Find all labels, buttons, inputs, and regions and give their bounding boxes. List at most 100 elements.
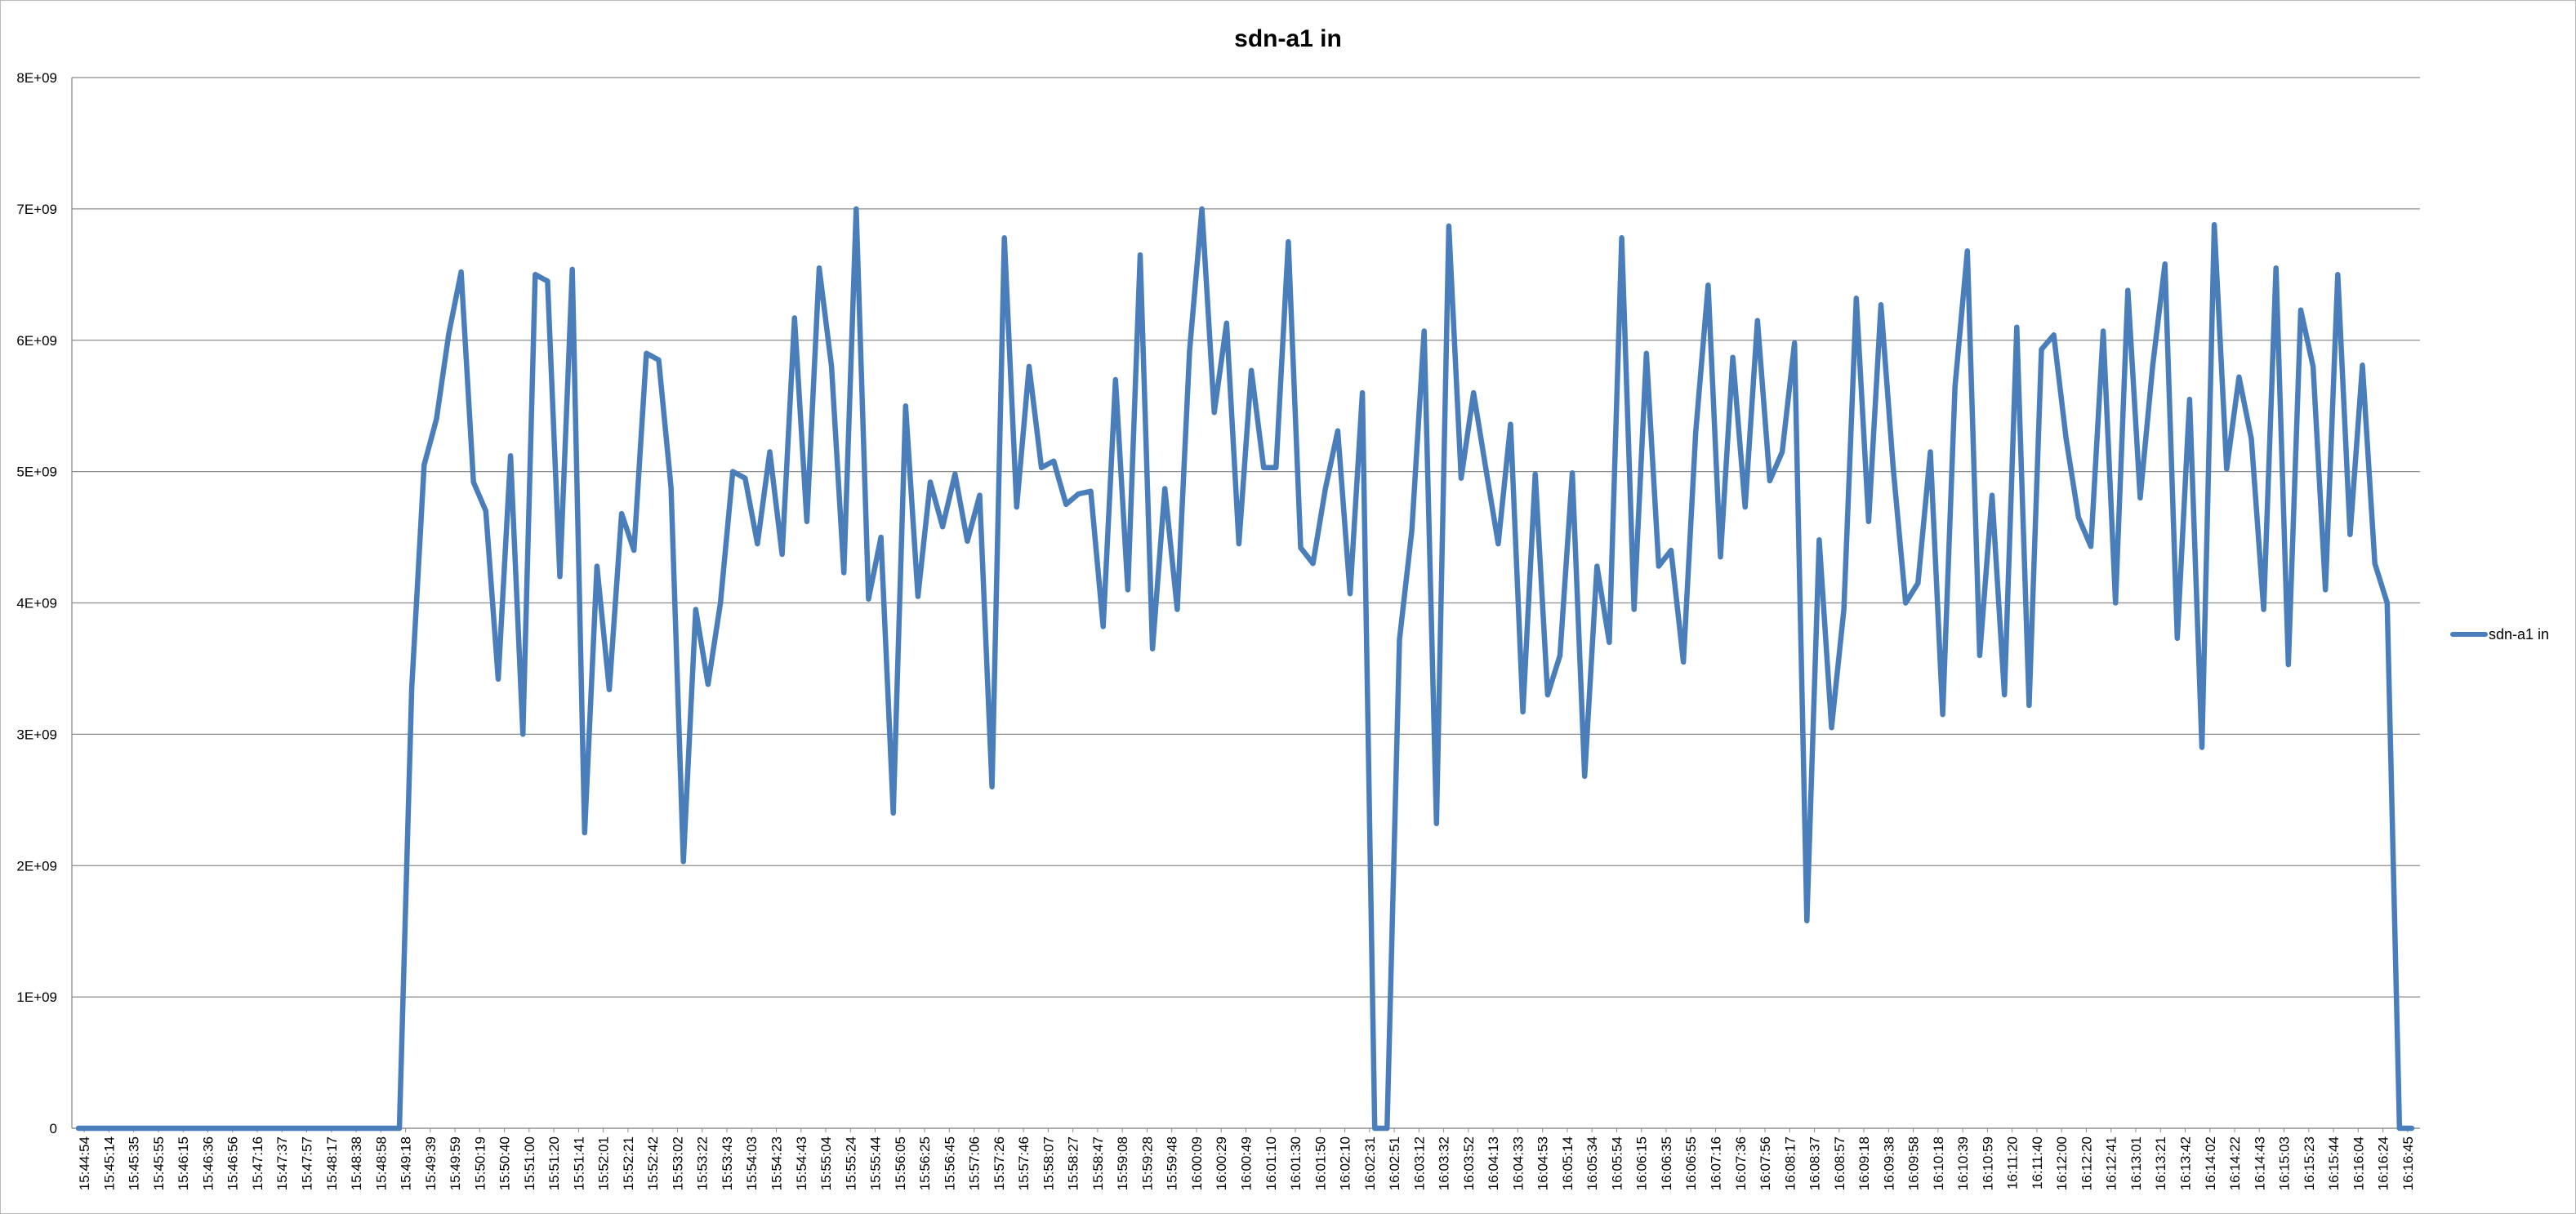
x-tick-label: 16:05:54 xyxy=(1609,1136,1624,1190)
x-tick-label: 15:58:27 xyxy=(1066,1136,1081,1190)
x-tick-label: 16:00:29 xyxy=(1214,1136,1229,1190)
x-tick-label: 16:01:50 xyxy=(1313,1136,1328,1190)
x-tick-label: 16:09:18 xyxy=(1856,1136,1872,1190)
x-tick-label: 15:45:55 xyxy=(151,1136,167,1190)
x-tick-label: 16:03:12 xyxy=(1411,1136,1427,1190)
x-tick-label: 16:12:41 xyxy=(2104,1136,2119,1190)
x-tick-label: 16:02:31 xyxy=(1362,1136,1378,1190)
plot-area xyxy=(75,206,2415,1132)
x-tick-label: 16:05:34 xyxy=(1584,1136,1600,1190)
x-tick-label: 16:07:16 xyxy=(1709,1136,1724,1190)
x-tick-label: 15:47:16 xyxy=(250,1136,265,1190)
y-tick-label: 1E+09 xyxy=(16,989,57,1005)
x-tick-label: 15:53:02 xyxy=(670,1136,685,1190)
chart-title: sdn-a1 in xyxy=(1234,25,1342,52)
x-tick-label: 16:13:21 xyxy=(2153,1136,2168,1190)
x-tick-label: 15:57:46 xyxy=(1016,1136,1032,1190)
x-tick-label: 15:56:25 xyxy=(917,1136,933,1190)
x-tick-label: 15:54:03 xyxy=(744,1136,760,1190)
y-tick-label: 7E+09 xyxy=(16,202,57,217)
x-tick-label: 15:55:44 xyxy=(868,1136,884,1190)
x-tick-label: 16:06:55 xyxy=(1683,1136,1699,1190)
x-tick-label: 15:45:14 xyxy=(101,1136,117,1190)
x-tick-label: 16:03:52 xyxy=(1461,1136,1477,1190)
x-tick-label: 16:14:43 xyxy=(2252,1136,2267,1190)
x-tick-label: 15:47:57 xyxy=(300,1136,315,1190)
x-tick-label: 16:16:45 xyxy=(2400,1136,2416,1190)
x-tick-label: 15:46:15 xyxy=(176,1136,191,1190)
x-tick-label: 15:53:43 xyxy=(720,1136,735,1190)
legend-label: sdn-a1 in xyxy=(2489,626,2549,643)
x-tick-label: 15:55:24 xyxy=(843,1136,858,1190)
x-tick-label: 15:51:20 xyxy=(546,1136,562,1190)
x-tick-label: 15:49:18 xyxy=(399,1136,414,1190)
x-tick-label: 16:04:53 xyxy=(1535,1136,1551,1190)
x-tick-label: 15:45:35 xyxy=(127,1136,142,1190)
x-tick-label: 16:07:36 xyxy=(1733,1136,1749,1190)
x-tick-label: 16:04:33 xyxy=(1510,1136,1526,1190)
x-tick-label: 15:59:48 xyxy=(1165,1136,1180,1190)
x-tick-label: 15:59:28 xyxy=(1139,1136,1155,1190)
x-tick-label: 15:53:22 xyxy=(695,1136,711,1190)
x-tick-label: 16:08:37 xyxy=(1807,1136,1823,1190)
x-tick-label: 15:54:23 xyxy=(769,1136,785,1190)
x-tick-label: 15:57:26 xyxy=(992,1136,1007,1190)
x-tick-label: 16:15:03 xyxy=(2277,1136,2293,1190)
x-tick-label: 15:51:41 xyxy=(571,1136,586,1190)
y-tick-label: 6E+09 xyxy=(16,333,57,349)
x-tick-label: 16:00:09 xyxy=(1189,1136,1205,1190)
x-tick-label: 16:14:02 xyxy=(2203,1136,2218,1190)
x-tick-label: 16:13:01 xyxy=(2128,1136,2144,1190)
x-tick-label: 16:01:10 xyxy=(1263,1136,1279,1190)
x-tick-label: 15:56:05 xyxy=(893,1136,908,1190)
y-tick-label: 5E+09 xyxy=(16,465,57,480)
y-tick-label: 4E+09 xyxy=(16,596,57,611)
x-tick-label: 16:14:22 xyxy=(2227,1136,2243,1190)
x-tick-label: 15:52:01 xyxy=(596,1136,612,1190)
x-tick-label: 15:49:39 xyxy=(423,1136,439,1190)
x-tick-label: 16:02:10 xyxy=(1338,1136,1353,1190)
legend: sdn-a1 in xyxy=(2450,626,2549,643)
y-tick-label: 8E+09 xyxy=(16,70,57,86)
x-tick-label: 15:52:42 xyxy=(645,1136,661,1190)
x-tick-label: 15:57:06 xyxy=(967,1136,983,1190)
x-tick-label: 15:52:21 xyxy=(621,1136,636,1190)
x-tick-label: 16:16:24 xyxy=(2376,1136,2391,1190)
x-tick-label: 15:59:08 xyxy=(1115,1136,1130,1190)
x-tick-label: 15:55:04 xyxy=(818,1136,834,1190)
x-tick-label: 16:11:40 xyxy=(2030,1136,2045,1190)
x-tick-label: 16:05:14 xyxy=(1560,1136,1575,1190)
x-tick-label: 16:03:32 xyxy=(1437,1136,1452,1190)
x-tick-label: 15:48:38 xyxy=(349,1136,364,1190)
x-tick-label: 15:50:19 xyxy=(472,1136,488,1190)
x-tick-label: 16:09:38 xyxy=(1881,1136,1896,1190)
x-tick-label: 15:51:00 xyxy=(522,1136,537,1190)
x-tick-label: 15:48:58 xyxy=(373,1136,389,1190)
x-tick-label: 15:58:47 xyxy=(1090,1136,1106,1190)
x-tick-label: 16:00:49 xyxy=(1239,1136,1255,1190)
grid-lines xyxy=(72,77,2420,1129)
series-line xyxy=(75,206,2415,1132)
x-tick-label: 16:01:30 xyxy=(1288,1136,1304,1190)
x-tick-label: 15:46:36 xyxy=(200,1136,216,1190)
x-tick-label: 16:16:04 xyxy=(2351,1136,2366,1190)
x-tick-label: 16:07:56 xyxy=(1758,1136,1773,1190)
y-tick-label: 3E+09 xyxy=(16,727,57,742)
x-tick-label: 15:47:37 xyxy=(274,1136,290,1190)
x-tick-label: 15:44:54 xyxy=(77,1136,92,1190)
x-tick-label: 16:09:58 xyxy=(1906,1136,1922,1190)
x-tick-label: 16:10:59 xyxy=(1980,1136,1995,1190)
x-tick-label: 16:02:51 xyxy=(1387,1136,1402,1190)
x-tick-label: 16:13:42 xyxy=(2178,1136,2194,1190)
x-tick-label: 16:10:18 xyxy=(1931,1136,1946,1190)
y-axis-tick-labels: 0 1E+09 2E+09 3E+09 4E+09 5E+09 6E+09 7E+09 8E+0… xyxy=(16,70,57,1136)
x-tick-label: 16:12:00 xyxy=(2054,1136,2070,1190)
x-tick-label: 15:58:07 xyxy=(1041,1136,1056,1190)
y-tick-label: 0 xyxy=(50,1121,57,1136)
x-tick-label: 15:48:17 xyxy=(324,1136,340,1190)
x-tick-label: 15:50:40 xyxy=(497,1136,513,1190)
y-tick-label: 2E+09 xyxy=(16,858,57,874)
x-tick-label: 16:08:17 xyxy=(1782,1136,1798,1190)
x-tick-label: 15:54:43 xyxy=(794,1136,809,1190)
x-tick-label: 15:49:59 xyxy=(448,1136,463,1190)
